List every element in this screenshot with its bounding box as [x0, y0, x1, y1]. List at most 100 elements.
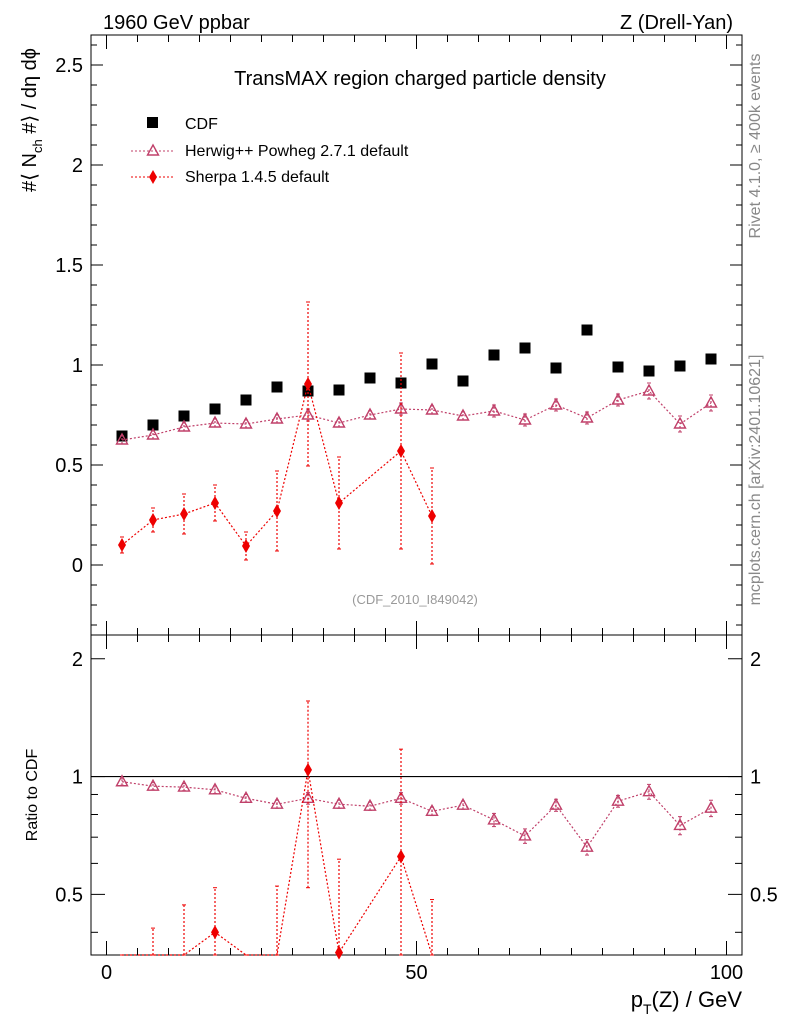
ratio-herwig-point: [363, 798, 377, 811]
ratio-herwig-line: [121, 781, 712, 849]
ratio-herwig-point: [115, 774, 129, 787]
ratio-frame: [90, 634, 743, 956]
ratio-herwig-point: [208, 782, 222, 795]
ratio-sherpa-point: [335, 945, 343, 960]
main-cdf-point: [674, 360, 686, 372]
main-cdf-series: [116, 324, 717, 442]
legend-herwig-marker: [146, 143, 160, 156]
main-herwig-point: [301, 407, 315, 420]
main-sherpa-point: [397, 444, 405, 458]
main-cdf-point: [426, 358, 438, 370]
main-sherpa-point: [180, 507, 188, 521]
ratio-y-tick-label: 1: [72, 767, 83, 789]
ratio-herwig-point: [146, 778, 160, 791]
main-cdf-point: [519, 342, 531, 354]
ratio-herwig-series: [115, 774, 718, 856]
main-cdf-point: [333, 384, 345, 396]
ratio-herwig-point: [673, 818, 687, 831]
ratio-herwig-point: [332, 796, 346, 809]
main-panel: 0 0.5 1 1.5 2 2.5 TransMAX region charged par…: [19, 34, 743, 955]
main-herwig-point: [673, 416, 687, 429]
ratio-y-tick-label: 0.5: [55, 884, 83, 906]
main-herwig-point: [208, 415, 222, 428]
x-tick-label: 100: [710, 962, 743, 984]
main-sherpa-point: [242, 539, 250, 553]
main-cdf-point: [364, 372, 376, 384]
analysis-id: (CDF_2010_I849042): [352, 592, 478, 607]
main-y-tick-label: 1: [72, 355, 83, 377]
main-cdf-point: [581, 324, 593, 336]
ratio-herwig-point: [425, 803, 439, 817]
main-cdf-point: [147, 419, 159, 431]
main-herwig-point: [549, 397, 563, 410]
main-cdf-point: [271, 381, 283, 393]
ratio-y-axis-label: Ratio to CDF: [24, 749, 41, 842]
ratio-sherpa-line: [122, 769, 433, 956]
ratio-sherpa-point: [211, 925, 219, 940]
main-y-tick-label: 0: [72, 555, 83, 577]
legend-herwig-label: Herwig++ Powheg 2.7.1 default: [185, 143, 409, 160]
main-sherpa-point: [118, 538, 126, 552]
main-sherpa-point: [273, 504, 281, 518]
ratio-herwig-point: [270, 796, 284, 809]
main-herwig-point: [642, 383, 656, 396]
header-energy: 1960 GeV ppbar: [103, 12, 250, 34]
main-herwig-line: [121, 390, 712, 441]
ratio-herwig-point: [549, 797, 563, 810]
ratio-herwig-point: [704, 800, 718, 813]
x-tick-label: 50: [405, 962, 427, 984]
main-cdf-point: [457, 375, 469, 387]
main-sherpa-line: [121, 383, 433, 547]
ratio-herwig-point: [239, 790, 253, 803]
ratio-sherpa-series: [120, 700, 434, 960]
ratio-y-tick-label-right: 2: [750, 649, 761, 671]
main-herwig-point: [487, 403, 501, 416]
ratio-herwig-point: [456, 797, 470, 810]
main-herwig-point: [363, 407, 377, 420]
main-title: TransMAX region charged particle density: [234, 68, 606, 90]
legend-sherpa-label: Sherpa 1.4.5 default: [185, 169, 330, 186]
mcplots-note: mcplots.cern.ch [arXiv:2401.10621]: [747, 355, 764, 606]
main-herwig-point: [611, 392, 625, 405]
main-sherpa-point: [335, 496, 343, 510]
ratio-sherpa-point: [397, 849, 405, 864]
legend: CDF Herwig++ Powheg 2.7.1 default Sherpa…: [131, 116, 409, 186]
x-tick-label: 0: [101, 962, 112, 984]
ratio-herwig-point: [177, 779, 191, 792]
main-sherpa-series: [118, 301, 436, 565]
x-axis-label: pT(Z) / GeV: [631, 987, 743, 1017]
main-cdf-point: [240, 394, 252, 406]
main-herwig-point: [518, 412, 532, 425]
main-y-tick-label: 2.5: [55, 55, 83, 77]
main-cdf-point: [178, 410, 190, 422]
header-process: Z (Drell-Yan): [620, 12, 733, 34]
main-herwig-series: [115, 382, 718, 445]
ratio-panel: 0.5 0.5 1 1 2 2 0 50 100 Ratio to CDF pT(Z) / G…: [24, 634, 778, 1017]
main-herwig-point: [332, 415, 346, 428]
main-herwig-point: [580, 410, 594, 423]
main-y-axis-label: #⟨ Nch #⟩ / dη dϕ: [19, 48, 45, 192]
main-herwig-point: [270, 411, 284, 424]
main-sherpa-point: [149, 513, 157, 527]
main-y-tick-label: 1.5: [55, 255, 83, 277]
legend-cdf-label: CDF: [185, 116, 218, 133]
ratio-y-tick-label: 2: [72, 649, 83, 671]
ratio-sherpa-point: [304, 762, 312, 777]
main-sherpa-point: [304, 377, 312, 391]
rivet-version-note: Rivet 4.1.0, ≥ 400k events: [747, 54, 764, 239]
main-sherpa-point: [428, 509, 436, 523]
main-cdf-point: [643, 365, 655, 377]
main-herwig-point: [456, 408, 470, 421]
main-cdf-point: [612, 361, 624, 373]
ratio-herwig-point: [518, 828, 532, 841]
legend-cdf-marker: [147, 117, 158, 128]
main-herwig-point: [239, 416, 253, 429]
main-herwig-point: [425, 402, 439, 415]
main-sherpa-point: [211, 496, 219, 510]
main-herwig-point: [115, 432, 129, 445]
main-y-tick-label: 0.5: [55, 455, 83, 477]
main-herwig-point: [146, 427, 160, 440]
legend-sherpa-marker: [149, 170, 157, 184]
main-cdf-point: [705, 353, 717, 365]
